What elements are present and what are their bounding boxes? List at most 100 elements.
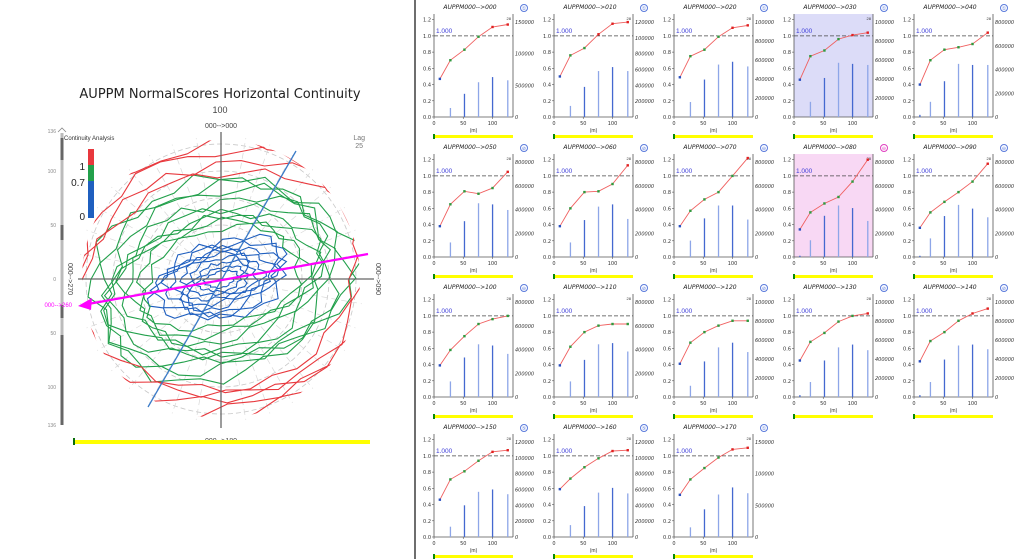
variogram-point (918, 360, 922, 363)
lag-slider-handle (793, 414, 795, 419)
y2-tick-label: 400000 (755, 208, 774, 214)
variogram-panel[interactable]: AUPPM000-->030 ① 1.2 1.0 0.8 0.6 0.4 0.2 0.0 0 50 1… (776, 0, 896, 140)
legend-swatch-mid (88, 165, 94, 181)
y2-tick-label: 400000 (635, 503, 654, 509)
x-tick-label: 0 (672, 401, 675, 407)
x-tick-label: 50 (580, 261, 586, 267)
direction-badge-icon[interactable]: ① (520, 4, 528, 12)
variogram-panel[interactable]: AUPPM000-->160 ⑤ 1.2 1.0 0.8 0.6 0.4 0.2 0.0 0 50 1… (536, 420, 656, 560)
variogram-panel[interactable]: AUPPM000-->000 ① 1.2 1.0 0.8 0.6 0.4 0.2 0.0 0 50 1… (416, 0, 536, 140)
panel-highlight (794, 14, 873, 117)
lag-slider-handle (553, 554, 555, 559)
y-tick-label: 0.6 (783, 66, 791, 72)
pairs-bar (809, 382, 812, 397)
polar-plot[interactable]: 136 100 50 0 50 100 136 Continuity Analysis 1 0.7… (0, 0, 414, 559)
y-tick-label: 0.4 (663, 503, 671, 509)
pane-divider[interactable] (414, 0, 416, 559)
y-tick-label: 0.0 (543, 395, 551, 401)
direction-badge-icon[interactable]: ⊖ (760, 144, 768, 152)
y-tick-label: 1.2 (423, 298, 431, 304)
variogram-panel[interactable]: AUPPM000-->170 ① 1.2 1.0 0.8 0.6 0.4 0.2 0.0 0 50 1… (656, 420, 776, 560)
pairs-bar (491, 345, 494, 397)
x-tick-label: 0 (432, 261, 435, 267)
pairs-bar (987, 64, 989, 117)
x-tick-label: 100 (728, 401, 738, 407)
contour-line (160, 244, 280, 318)
pairs-bar (597, 492, 600, 537)
variogram-panel[interactable]: AUPPM000-->150 ⑤ 1.2 1.0 0.8 0.6 0.4 0.2 0.0 0 50 1… (416, 420, 536, 560)
panel-title: AUPPM000-->150 (443, 424, 497, 431)
x-tick-label: 50 (820, 261, 826, 267)
x-tick-label: 0 (432, 401, 435, 407)
variogram-panel[interactable]: AUPPM000-->010 ① 1.2 1.0 0.8 0.6 0.4 0.2 0.0 0 50 1… (536, 0, 656, 140)
variogram-line (799, 32, 868, 80)
panel-title: AUPPM000-->120 (683, 284, 737, 291)
direction-badge-icon[interactable]: ⑤ (640, 424, 648, 432)
sill-label: 1.000 (556, 308, 573, 315)
y-tick-label: 0.0 (543, 535, 551, 541)
variogram-panel[interactable]: AUPPM000-->080 ⊖ 1.2 1.0 0.8 0.6 0.4 0.2 0.0 0 50 1… (776, 140, 896, 280)
y2-tick-label: 100000 (875, 20, 894, 26)
direction-badge-icon[interactable]: ⊘ (640, 144, 648, 152)
variogram-panel[interactable]: AUPPM000-->070 ⊖ 1.2 1.0 0.8 0.6 0.4 0.2 0.0 0 50 1… (656, 140, 776, 280)
direction-badge-icon[interactable]: ① (1000, 4, 1008, 12)
pairs-bar (627, 351, 629, 397)
y-tick-label: 0.4 (663, 223, 671, 229)
variogram-panel[interactable]: AUPPM000-->020 ① 1.2 1.0 0.8 0.6 0.4 0.2 0.0 0 50 1… (656, 0, 776, 140)
x-tick-label: 50 (820, 121, 826, 127)
x-tick-label: 0 (912, 121, 915, 127)
y2-tick-label: 200000 (995, 91, 1014, 97)
y2-tick-label: 800000 (875, 319, 894, 325)
lag-slider-track (914, 135, 993, 138)
direction-badge-icon[interactable]: ⊘ (520, 144, 528, 152)
direction-badge-icon[interactable]: ⊘ (760, 284, 768, 292)
variogram-panel[interactable]: AUPPM000-->060 ⊘ 1.2 1.0 0.8 0.6 0.4 0.2 0.0 0 50 1… (536, 140, 656, 280)
legend-title: Continuity Analysis (64, 136, 114, 142)
y-tick-label: 1.2 (663, 438, 671, 444)
y-tick-label: 0.0 (663, 535, 671, 541)
y-tick-label: 1.0 (663, 174, 671, 180)
variogram-point (558, 75, 562, 78)
pairs-bar (867, 64, 869, 117)
polar-spoke (224, 290, 271, 414)
variogram-panel[interactable]: AUPPM000-->140 ⊘ 1.2 1.0 0.8 0.6 0.4 0.2 0.0 0 50 1… (896, 280, 1016, 420)
y2-tick-label: 600000 (755, 184, 774, 190)
y-tick-label: 0.0 (783, 115, 791, 121)
y2-tick-label: 400000 (635, 208, 654, 214)
lag-slider-track (434, 415, 513, 418)
direction-badge-icon[interactable]: ① (640, 4, 648, 12)
direction-badge-icon[interactable]: ⑤ (520, 424, 528, 432)
direction-badge-icon[interactable]: ① (880, 4, 888, 12)
variogram-panel[interactable]: AUPPM000-->090 ⊖ 1.2 1.0 0.8 0.6 0.4 0.2 0.0 0 50 1… (896, 140, 1016, 280)
y2-tick-label: 0 (995, 115, 998, 121)
variogram-panel[interactable]: AUPPM000-->110 ⊘ 1.2 1.0 0.8 0.6 0.4 0.2 0.0 0 50 1… (536, 280, 656, 420)
y-tick-label: 1.0 (423, 314, 431, 320)
y2-tick-label: 200000 (515, 371, 534, 377)
direction-badge-icon[interactable]: ⊖ (520, 284, 528, 292)
variogram-panel[interactable]: AUPPM000-->120 ⊘ 1.2 1.0 0.8 0.6 0.4 0.2 0.0 0 50 1… (656, 280, 776, 420)
variogram-chart: 1.21.00.80.60.40.20.00 50 100(m)8000006000… (783, 154, 894, 279)
x-tick-label: 0 (792, 401, 795, 407)
variogram-panel[interactable]: AUPPM000-->050 ⊘ 1.2 1.0 0.8 0.6 0.4 0.2 0.0 0 50 1… (416, 140, 536, 280)
sill-label: 1.000 (796, 28, 813, 35)
x-axis-label: (m) (950, 128, 958, 134)
contour-line (146, 233, 288, 321)
variogram-point (611, 449, 614, 453)
direction-badge-icon[interactable]: ① (760, 424, 768, 432)
direction-badge-icon[interactable]: ⊖ (1000, 144, 1008, 152)
y-tick-label: 0.2 (423, 239, 431, 245)
direction-badge-icon[interactable]: ⊖ (880, 144, 888, 152)
variogram-panel[interactable]: AUPPM000-->040 ① 1.2 1.0 0.8 0.6 0.4 0.2 0.0 0 50 1… (896, 0, 1016, 140)
y-tick-label: 1.2 (663, 298, 671, 304)
y2-tick-label: 0 (515, 395, 518, 401)
direction-badge-icon[interactable]: ⊘ (880, 284, 888, 292)
variogram-panel[interactable]: AUPPM000-->100 ⊖ 1.2 1.0 0.8 0.6 0.4 0.2 0.0 0 50 1… (416, 280, 536, 420)
variogram-chart: 1.21.00.80.60.40.20.00 50 100(m)1200001000… (423, 434, 534, 559)
direction-badge-icon[interactable]: ⊘ (1000, 284, 1008, 292)
variogram-point (477, 35, 480, 38)
direction-badge-icon[interactable]: ⊘ (640, 284, 648, 292)
polar-spoke (111, 286, 213, 372)
direction-badge-icon[interactable]: ① (760, 4, 768, 12)
y2-tick-label: 600000 (635, 68, 654, 74)
variogram-panel[interactable]: AUPPM000-->130 ⊘ 1.2 1.0 0.8 0.6 0.4 0.2 0.0 0 50 1… (776, 280, 896, 420)
